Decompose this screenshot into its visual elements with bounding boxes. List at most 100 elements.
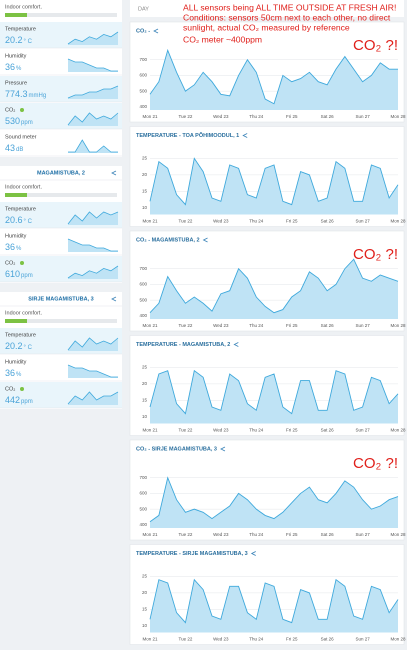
sparkline: [67, 337, 119, 351]
sparkline-area: [68, 212, 118, 225]
metric-label: Humidity: [5, 233, 27, 239]
metric-unit: mmHg: [29, 93, 47, 99]
metric-unit: %: [16, 246, 22, 252]
comfort-label: Indoor comfort.: [5, 184, 42, 190]
metric-value: 36%: [5, 242, 22, 252]
y-tick-label: 15: [142, 398, 148, 403]
metric-value: 774.3mmHg: [5, 89, 46, 99]
share-icon[interactable]: [202, 237, 208, 243]
tab-bar: [130, 0, 404, 17]
sparkline: [67, 238, 118, 252]
x-tick-label: Mon 21: [142, 637, 158, 642]
x-tick-label: Thu 24: [249, 114, 264, 119]
comfort-label: Indoor comfort.: [5, 310, 42, 316]
metric-number: 43: [5, 143, 15, 153]
metric-unit: ° C: [24, 345, 33, 351]
x-tick-label: Sat 26: [321, 219, 335, 224]
x-tick-label: Wed 23: [213, 532, 229, 537]
y-tick-label: 25: [142, 156, 148, 161]
tab[interactable]: DAY: [138, 6, 149, 12]
metric-label: Humidity: [5, 53, 27, 59]
area: [150, 259, 398, 319]
share-icon[interactable]: [250, 551, 256, 556]
share-icon[interactable]: [153, 28, 159, 34]
sparkline: [67, 85, 119, 99]
x-tick-label: Sun 27: [355, 532, 370, 537]
share-icon[interactable]: [242, 133, 248, 138]
chart-title: TEMPERATURE - MAGAMISTUBA, 2: [136, 342, 230, 348]
x-tick-label: Tue 22: [179, 219, 193, 224]
sparkline: [67, 391, 119, 405]
status-dot: [20, 387, 24, 391]
x-tick-label: Mon 21: [142, 532, 158, 537]
metric-unit: %: [16, 372, 22, 378]
line: [149, 476, 399, 523]
x-tick-label: Mon 21: [142, 323, 158, 328]
y-tick-label: 10: [142, 414, 148, 419]
x-tick-label: Sat 26: [321, 323, 335, 328]
sparkline: [67, 364, 118, 378]
metric-unit: ° C: [24, 219, 33, 225]
metric-value: 43dB: [5, 143, 23, 153]
line: [149, 258, 399, 314]
share-icon[interactable]: [220, 446, 226, 452]
metric-value: 36%: [5, 62, 22, 72]
x-tick-label: Mon 21: [142, 219, 158, 224]
x-tick-label: Fri 25: [286, 323, 298, 328]
x-tick-label: Fri 25: [286, 637, 298, 642]
x-tick-label: Wed 23: [213, 428, 229, 433]
metric-value: 20.2° C: [5, 341, 33, 351]
y-tick-label: 600: [139, 491, 147, 496]
metric-label: CO₂: [5, 386, 15, 392]
x-tick-label: Mon 28: [390, 532, 406, 537]
sparkline: [67, 112, 119, 126]
sparkline-area: [68, 392, 118, 405]
y-tick-label: 700: [139, 266, 147, 271]
share-icon[interactable]: [233, 342, 239, 347]
x-tick-label: Mon 21: [142, 114, 158, 119]
share-icon[interactable]: [111, 296, 117, 302]
x-tick-label: Tue 22: [179, 323, 193, 328]
metric-number: 36: [5, 62, 15, 72]
y-tick-label: 20: [142, 381, 148, 386]
x-tick-label: Sun 27: [355, 428, 370, 433]
line: [149, 369, 399, 415]
y-tick-label: 500: [139, 506, 147, 511]
annotation-badge: CO₂ ?!: [353, 37, 398, 54]
x-tick-label: Thu 24: [249, 428, 264, 433]
metric-label: Temperature: [5, 206, 36, 212]
metric-value: 20.6° C: [5, 215, 33, 225]
metric-unit: dB: [16, 147, 23, 153]
module-name: SIRJE MAGAMISTUBA, 3: [28, 296, 93, 302]
x-tick-label: Mon 28: [390, 114, 406, 119]
y-tick-label: 600: [139, 282, 147, 287]
comfort-track: [5, 193, 117, 197]
chart-title: CO₂ - SIRJE MAGAMISTUBA, 3: [136, 446, 217, 452]
x-tick-label: Mon 28: [390, 219, 406, 224]
share-icon[interactable]: [111, 170, 117, 176]
y-tick-label: 500: [139, 297, 147, 302]
x-tick-label: Mon 28: [390, 428, 406, 433]
area: [150, 50, 398, 110]
y-tick-label: 500: [139, 88, 147, 93]
metric-value: 530ppm: [5, 116, 33, 126]
metric-number: 442: [5, 395, 20, 405]
y-tick-label: 20: [142, 172, 148, 177]
x-tick-label: Wed 23: [213, 219, 229, 224]
metric-value: 36%: [5, 368, 22, 378]
status-dot: [20, 261, 24, 265]
comfort-track: [5, 319, 117, 323]
x-tick-label: Thu 24: [249, 323, 264, 328]
annotation-text: CO₂ meter ~400ppm: [183, 34, 262, 44]
y-tick-label: 700: [139, 57, 147, 62]
x-tick-label: Wed 23: [213, 323, 229, 328]
line: [149, 48, 398, 105]
x-tick-label: Fri 25: [286, 428, 298, 433]
comfort-track: [5, 13, 117, 17]
line: [149, 157, 399, 206]
x-tick-label: Sun 27: [355, 219, 370, 224]
area: [150, 370, 398, 424]
metric-unit: %: [16, 66, 22, 72]
annotation-badge: CO₂ ?!: [353, 455, 398, 472]
status-dot: [20, 108, 24, 112]
